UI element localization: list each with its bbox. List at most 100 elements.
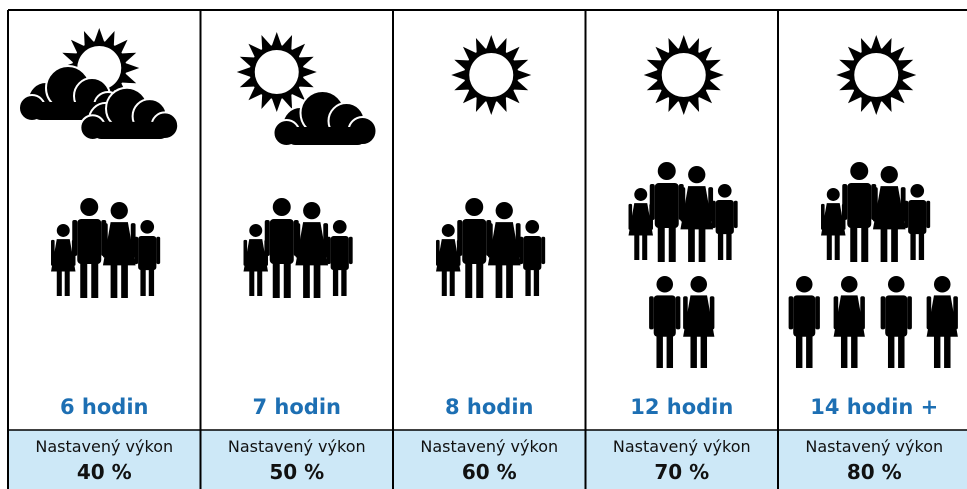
leg	[919, 230, 924, 260]
leg	[669, 222, 676, 262]
head	[111, 202, 128, 219]
arm	[457, 220, 462, 256]
arm	[927, 296, 932, 329]
leg	[851, 331, 857, 368]
leg	[65, 267, 70, 296]
leg	[827, 231, 832, 260]
arm	[953, 296, 958, 329]
head	[841, 276, 858, 293]
arm	[789, 296, 794, 329]
leg	[726, 230, 731, 260]
hours-label: 8 hodin	[445, 395, 533, 419]
leg	[303, 260, 310, 298]
power-caption: Nastavený výkon	[35, 437, 173, 456]
leg	[476, 258, 483, 298]
head	[718, 184, 732, 198]
leg	[934, 331, 940, 368]
arm	[904, 201, 908, 228]
power-value: 40 %	[77, 460, 132, 484]
leg	[465, 258, 472, 298]
arm	[327, 237, 331, 264]
head	[140, 220, 154, 234]
leg	[121, 260, 128, 298]
arm	[244, 240, 248, 266]
body	[847, 183, 871, 228]
leg	[841, 331, 847, 368]
arm	[436, 240, 440, 266]
body	[885, 295, 907, 336]
leg	[850, 222, 857, 262]
leg	[861, 222, 868, 262]
leg	[525, 266, 530, 296]
leg	[257, 267, 262, 296]
power-value: 80 %	[847, 460, 902, 484]
arm	[842, 184, 847, 220]
arm	[265, 220, 270, 256]
arm	[821, 204, 825, 230]
leg	[944, 331, 950, 368]
head	[273, 198, 291, 216]
leg	[690, 331, 696, 368]
power-value: 70 %	[654, 460, 709, 484]
body	[654, 295, 676, 336]
leg	[796, 331, 802, 368]
leg	[450, 267, 455, 296]
leg	[667, 331, 673, 368]
head	[888, 276, 905, 293]
infographic: 6 hodinNastavený výkon40 %7 hodinNastave…	[0, 0, 967, 489]
arm	[907, 296, 912, 329]
body	[523, 236, 541, 270]
head	[57, 224, 70, 237]
sun-core	[854, 53, 898, 97]
arm	[134, 237, 138, 264]
sun-core	[255, 50, 299, 94]
sun-icon	[836, 35, 916, 115]
arm	[349, 237, 353, 264]
head	[690, 276, 707, 293]
head	[249, 224, 262, 237]
leg	[699, 224, 706, 262]
leg	[111, 260, 118, 298]
leg	[806, 331, 812, 368]
body	[77, 219, 101, 264]
arm	[519, 237, 523, 264]
cloud-base	[287, 127, 367, 145]
body	[716, 200, 734, 234]
leg	[656, 331, 662, 368]
body	[793, 295, 815, 336]
power-value: 50 %	[269, 460, 324, 484]
arm	[103, 223, 108, 258]
head	[796, 276, 813, 293]
head	[881, 166, 898, 183]
hours-label: 6 hodin	[60, 395, 148, 419]
leg	[314, 260, 321, 298]
arm	[926, 201, 930, 228]
head	[658, 162, 676, 180]
arm	[712, 201, 716, 228]
sun-icon	[644, 35, 724, 115]
arm	[873, 187, 878, 222]
head	[850, 162, 868, 180]
head	[525, 220, 539, 234]
leg	[149, 266, 154, 296]
head	[442, 224, 455, 237]
power-caption: Nastavený výkon	[805, 437, 943, 456]
leg	[273, 258, 280, 298]
head	[827, 188, 840, 201]
leg	[57, 267, 62, 296]
leg	[891, 224, 898, 262]
arm	[72, 220, 77, 256]
leg	[835, 231, 840, 260]
leg	[341, 266, 346, 296]
arm	[51, 240, 55, 266]
arm	[710, 296, 715, 329]
leg	[642, 231, 647, 260]
head	[934, 276, 951, 293]
leg	[701, 331, 707, 368]
leg	[534, 266, 539, 296]
arm	[676, 296, 681, 329]
body	[138, 236, 156, 270]
head	[303, 202, 320, 219]
leg	[442, 267, 447, 296]
power-caption: Nastavený výkon	[420, 437, 558, 456]
